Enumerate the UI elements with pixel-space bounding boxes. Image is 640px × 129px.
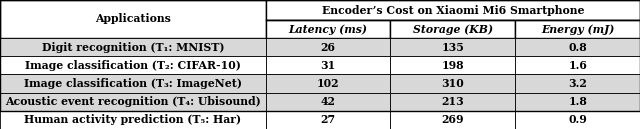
Bar [266, 74, 390, 93]
Text: Acoustic event recognition (T₄: Ubisound): Acoustic event recognition (T₄: Ubisound… [5, 96, 260, 107]
Text: 31: 31 [321, 60, 335, 71]
Bar [515, 56, 640, 74]
Text: 26: 26 [321, 42, 335, 53]
Text: Image classification (T₃: ImageNet): Image classification (T₃: ImageNet) [24, 78, 242, 89]
Text: 310: 310 [442, 78, 464, 89]
Bar [390, 111, 515, 129]
Bar [390, 20, 515, 38]
Text: Image classification (T₂: CIFAR-10): Image classification (T₂: CIFAR-10) [25, 60, 241, 71]
Bar [0, 0, 266, 38]
Bar [0, 56, 266, 74]
Text: 102: 102 [317, 78, 339, 89]
Bar [515, 74, 640, 93]
Bar [515, 111, 640, 129]
Text: Encoder’s Cost on Xiaomi Mi6 Smartphone: Encoder’s Cost on Xiaomi Mi6 Smartphone [321, 5, 584, 15]
Bar [0, 93, 266, 111]
Text: 269: 269 [442, 114, 464, 125]
Text: Storage (KB): Storage (KB) [413, 23, 493, 34]
Bar [266, 93, 390, 111]
Bar [390, 38, 515, 56]
Text: 42: 42 [321, 96, 335, 107]
Bar [390, 56, 515, 74]
Text: Applications: Applications [95, 14, 171, 25]
Text: Latency (ms): Latency (ms) [289, 23, 367, 34]
Text: 0.9: 0.9 [568, 114, 587, 125]
Text: 135: 135 [442, 42, 464, 53]
Bar [266, 111, 390, 129]
Text: 198: 198 [442, 60, 464, 71]
Bar [266, 20, 390, 38]
Bar [515, 38, 640, 56]
Text: Energy (mJ): Energy (mJ) [541, 23, 614, 34]
Bar [0, 38, 266, 56]
Text: Human activity prediction (T₅: Har): Human activity prediction (T₅: Har) [24, 114, 241, 125]
Text: Digit recognition (T₁: MNIST): Digit recognition (T₁: MNIST) [42, 42, 224, 53]
Text: 1.6: 1.6 [568, 60, 587, 71]
Bar [0, 0, 640, 111]
Text: 1.8: 1.8 [568, 96, 587, 107]
Bar [266, 56, 390, 74]
Text: 3.2: 3.2 [568, 78, 587, 89]
Text: 27: 27 [321, 114, 335, 125]
Bar [266, 38, 390, 56]
Text: 213: 213 [442, 96, 464, 107]
Bar [266, 0, 640, 20]
Bar [390, 93, 515, 111]
Bar [515, 20, 640, 38]
Text: 0.8: 0.8 [568, 42, 587, 53]
Bar [515, 93, 640, 111]
Bar [0, 111, 266, 129]
Bar [390, 74, 515, 93]
Bar [0, 74, 266, 93]
